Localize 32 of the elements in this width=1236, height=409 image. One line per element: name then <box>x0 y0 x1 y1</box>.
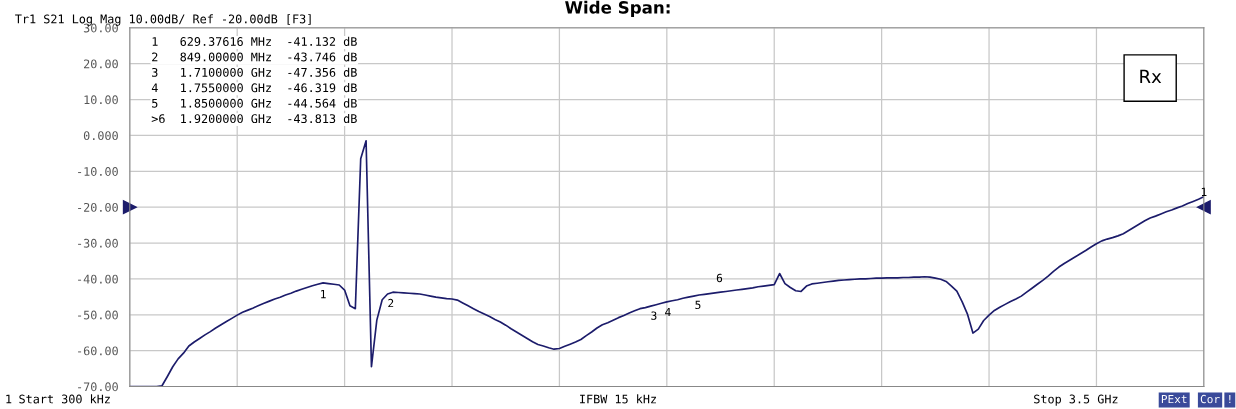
text: IFBW 15 kHz <box>580 394 656 404</box>
y-tick-label: -20.00 <box>78 202 118 212</box>
annotation: 4 1.7550000 GHz -46.319 dB <box>151 83 357 93</box>
annotation: 6 <box>716 273 723 283</box>
y-tick-label: 10.00 <box>84 95 118 105</box>
text: PExt <box>1161 395 1187 404</box>
y-tick-label: 20.00 <box>84 59 118 69</box>
y-tick-label: -40.00 <box>78 274 118 284</box>
text: 1 <box>6 394 12 404</box>
y-tick-label: -10.00 <box>78 167 118 176</box>
annotation: 1 629.37616 MHz -41.132 dB <box>152 36 357 46</box>
annotation: 3 <box>651 311 657 320</box>
y-tick-label: -30.00 <box>78 238 118 248</box>
annotation: 3 1.7100000 GHz -47.356 dB <box>152 67 357 77</box>
annotation: 4 <box>665 307 671 317</box>
annotation: 2 849.00000 MHz -43.746 dB <box>152 52 357 62</box>
annotation: 2 <box>388 298 394 308</box>
text: ! <box>1229 395 1231 404</box>
text: Stop 3.5 GHz <box>1034 394 1118 406</box>
y-tick-label: -60.00 <box>78 346 118 356</box>
text: Cor <box>1200 394 1220 404</box>
y-tick-label: -50.00 <box>78 310 118 320</box>
chart-title: Wide Span: <box>565 0 670 17</box>
annotation: 1 <box>321 290 326 299</box>
annotation: Rx <box>1140 69 1162 84</box>
annotation: 5 1.8500000 GHz -44.564 dB <box>152 98 357 108</box>
annotation: 5 <box>695 300 701 310</box>
annotation: >6 1.9200000 GHz -43.813 dB <box>151 113 357 124</box>
y-tick-label: -70.00 <box>78 382 118 392</box>
annotation: 1 <box>1201 187 1207 196</box>
y-tick-label: 0.000 <box>83 131 118 141</box>
text: Start 300 kHz <box>19 394 110 404</box>
